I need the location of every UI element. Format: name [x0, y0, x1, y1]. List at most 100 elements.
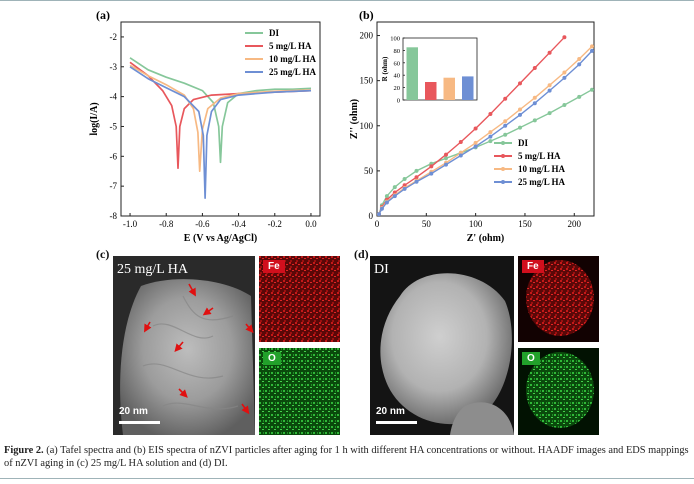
- series-point: [562, 70, 567, 75]
- inset-bar: [425, 82, 437, 100]
- bottom-rule: [0, 478, 694, 479]
- legend-label: 5 mg/L HA: [269, 41, 312, 51]
- series-point: [473, 140, 478, 145]
- arrow-marker: [144, 321, 152, 333]
- series-point: [384, 200, 389, 205]
- tafel-chart: (a) -1.0 -0.8 -0.6 -0.4 -0.2 0.0 -2 -3 -4 -5 -6 -7 -…: [89, 8, 321, 244]
- series-point: [547, 83, 552, 88]
- legend-label: 10 mg/L HA: [518, 164, 566, 174]
- series-point: [488, 112, 493, 116]
- series-point: [429, 164, 434, 169]
- series-point: [547, 50, 552, 55]
- series-point: [429, 171, 434, 176]
- arrow-marker: [178, 388, 188, 398]
- x-tick-label: 0.0: [305, 219, 317, 229]
- eds-map-o-d: O: [518, 348, 599, 435]
- x-tick-label: 200: [568, 219, 582, 229]
- eds-texture: [526, 260, 594, 336]
- x-tick-label: 100: [469, 219, 483, 229]
- series-point: [562, 103, 567, 107]
- series-point: [414, 179, 419, 184]
- y-tick-label: 50: [364, 166, 374, 176]
- arrow-marker: [202, 307, 214, 316]
- y-tick-label: -7: [110, 181, 118, 191]
- series-group: [377, 35, 594, 216]
- series-point: [444, 156, 448, 161]
- legend-label: 25 mg/L HA: [518, 177, 566, 187]
- haadf-image-d: DI 20 nm: [370, 256, 514, 435]
- legend-marker: [501, 141, 505, 145]
- x-axis-label: E (V vs Ag/AgCl): [184, 233, 257, 244]
- series-point: [392, 185, 397, 190]
- eds-texture: [526, 352, 594, 428]
- inset-y-tick-label: 20: [394, 85, 401, 92]
- inset-y-tick-label: 80: [394, 48, 401, 55]
- series-point: [444, 152, 448, 157]
- y-tick-label: 150: [360, 76, 374, 86]
- series-point: [473, 144, 478, 149]
- series-point: [402, 186, 407, 191]
- x-tick-label: 0: [375, 219, 380, 229]
- caption-text: (a) Tafel spectra and (b) EIS spectra of…: [4, 445, 689, 469]
- series-point: [532, 101, 537, 106]
- scale-bar-c: [119, 421, 160, 424]
- eds-label-fe-c: Fe: [263, 260, 285, 273]
- inset-y-tick-label: 100: [390, 36, 400, 43]
- series-point: [503, 119, 508, 124]
- series-point: [402, 177, 407, 181]
- series-point: [562, 75, 567, 80]
- series-point: [547, 88, 552, 93]
- y-tick-label: -3: [110, 62, 118, 72]
- legend-marker: [501, 167, 505, 171]
- scale-label-d: 20 nm: [376, 406, 405, 417]
- series-point: [444, 162, 448, 167]
- series-line: [129, 64, 312, 173]
- x-tick-label: -0.8: [159, 219, 174, 229]
- series-point: [590, 87, 594, 92]
- legend-marker: [501, 154, 505, 158]
- legend-label: 5 mg/L HA: [518, 151, 561, 161]
- series-point: [377, 212, 381, 216]
- series-point: [547, 111, 552, 116]
- scale-bar-d: [376, 421, 417, 424]
- y-tick-label: 0: [369, 211, 374, 221]
- arrow-marker: [245, 323, 254, 334]
- inset-bar: [406, 47, 418, 100]
- eds-map-fe-d: Fe: [518, 256, 599, 342]
- panel-letter-c: (c): [96, 247, 110, 261]
- legend-label: 25 mg/L HA: [269, 67, 317, 77]
- haadf-particle-d: [370, 256, 514, 435]
- series-point: [577, 62, 582, 67]
- y-tick-label: -8: [110, 211, 118, 221]
- series-line: [129, 66, 312, 199]
- series-point: [532, 95, 537, 100]
- image-label-d: DI: [374, 262, 389, 277]
- x-axis-label: Z' (ohm): [467, 233, 505, 244]
- scale-label-c: 20 nm: [119, 406, 148, 417]
- eds-map-o-c: O: [259, 348, 340, 435]
- series-point: [518, 81, 522, 86]
- eds-label-o-d: O: [522, 352, 540, 365]
- inset-y-tick-label: 60: [394, 60, 401, 67]
- y-axis-label: log(I/A): [89, 102, 100, 135]
- series-point: [414, 168, 419, 173]
- series-point: [473, 126, 478, 131]
- inset-y-axis-label: R (ohm): [381, 56, 389, 81]
- legend-label: DI: [269, 28, 279, 38]
- y-tick-label: 100: [360, 121, 374, 131]
- haadf-image-c: 25 mg/L HA 20 nm: [113, 256, 255, 435]
- inset-y-tick-label: 0: [397, 98, 400, 105]
- x-tick-label: -0.6: [195, 219, 210, 229]
- series-point: [503, 96, 508, 101]
- inset-bar: [443, 77, 455, 100]
- series-point: [503, 123, 508, 128]
- plot-frame: [120, 21, 321, 217]
- series-point: [532, 118, 537, 123]
- series-point: [384, 194, 389, 199]
- series-point: [532, 66, 537, 70]
- plot-frame: [376, 21, 595, 217]
- inset-y-tick-label: 40: [394, 73, 401, 80]
- top-rule: [0, 0, 694, 1]
- series-point: [577, 94, 582, 99]
